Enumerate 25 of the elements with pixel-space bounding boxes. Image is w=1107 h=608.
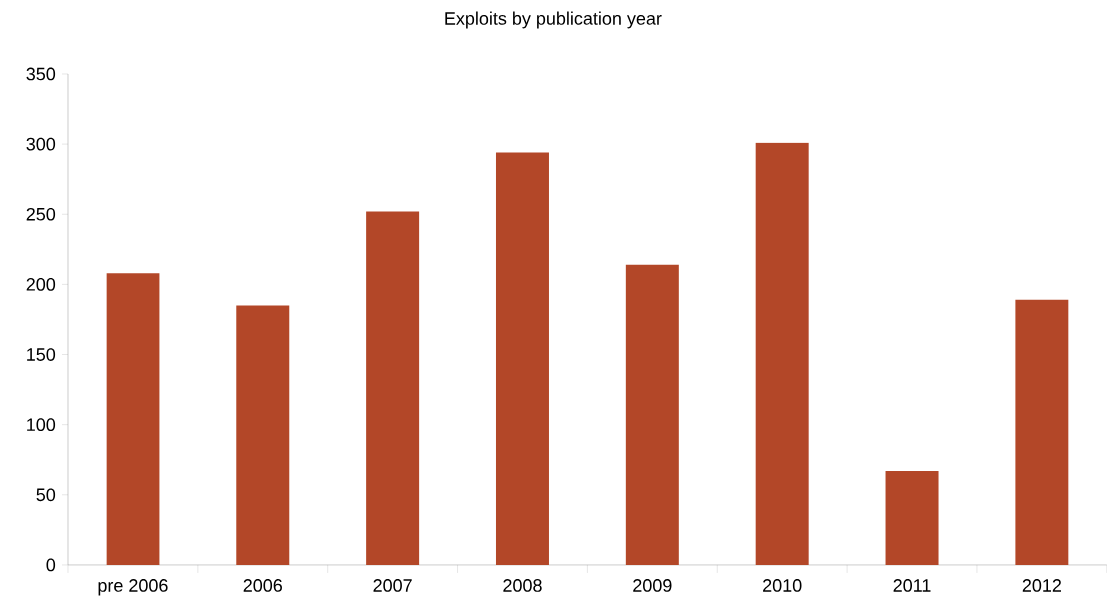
x-tick-label: 2007 — [373, 579, 412, 592]
bar — [755, 142, 809, 565]
y-tick-label: 150 — [27, 348, 56, 361]
y-tick-label: 250 — [26, 207, 56, 221]
bar — [236, 305, 290, 565]
bar — [495, 152, 549, 565]
y-tick-label: 50 — [36, 488, 56, 502]
x-tick-label: 2006 — [243, 579, 282, 592]
x-tick-label: 2011 — [893, 579, 931, 592]
x-tick-label: 2010 — [763, 579, 802, 592]
bar — [1015, 299, 1069, 565]
x-tick-label: 2008 — [503, 579, 542, 592]
y-tick-label: 0 — [46, 558, 56, 572]
y-tick-label: 300 — [26, 137, 56, 151]
bar — [885, 470, 939, 565]
x-tick-label: 2009 — [633, 579, 672, 592]
x-tick-label: pre 2006 — [98, 579, 168, 596]
y-tick-label: 100 — [27, 418, 56, 432]
bar — [625, 264, 679, 565]
x-tick-label: 2012 — [1022, 579, 1061, 592]
chart-title: Exploits by publication year — [445, 11, 662, 29]
y-tick-label: 200 — [26, 278, 56, 291]
bar — [106, 273, 160, 565]
y-tick-label: 350 — [26, 67, 56, 81]
bar — [366, 211, 420, 565]
